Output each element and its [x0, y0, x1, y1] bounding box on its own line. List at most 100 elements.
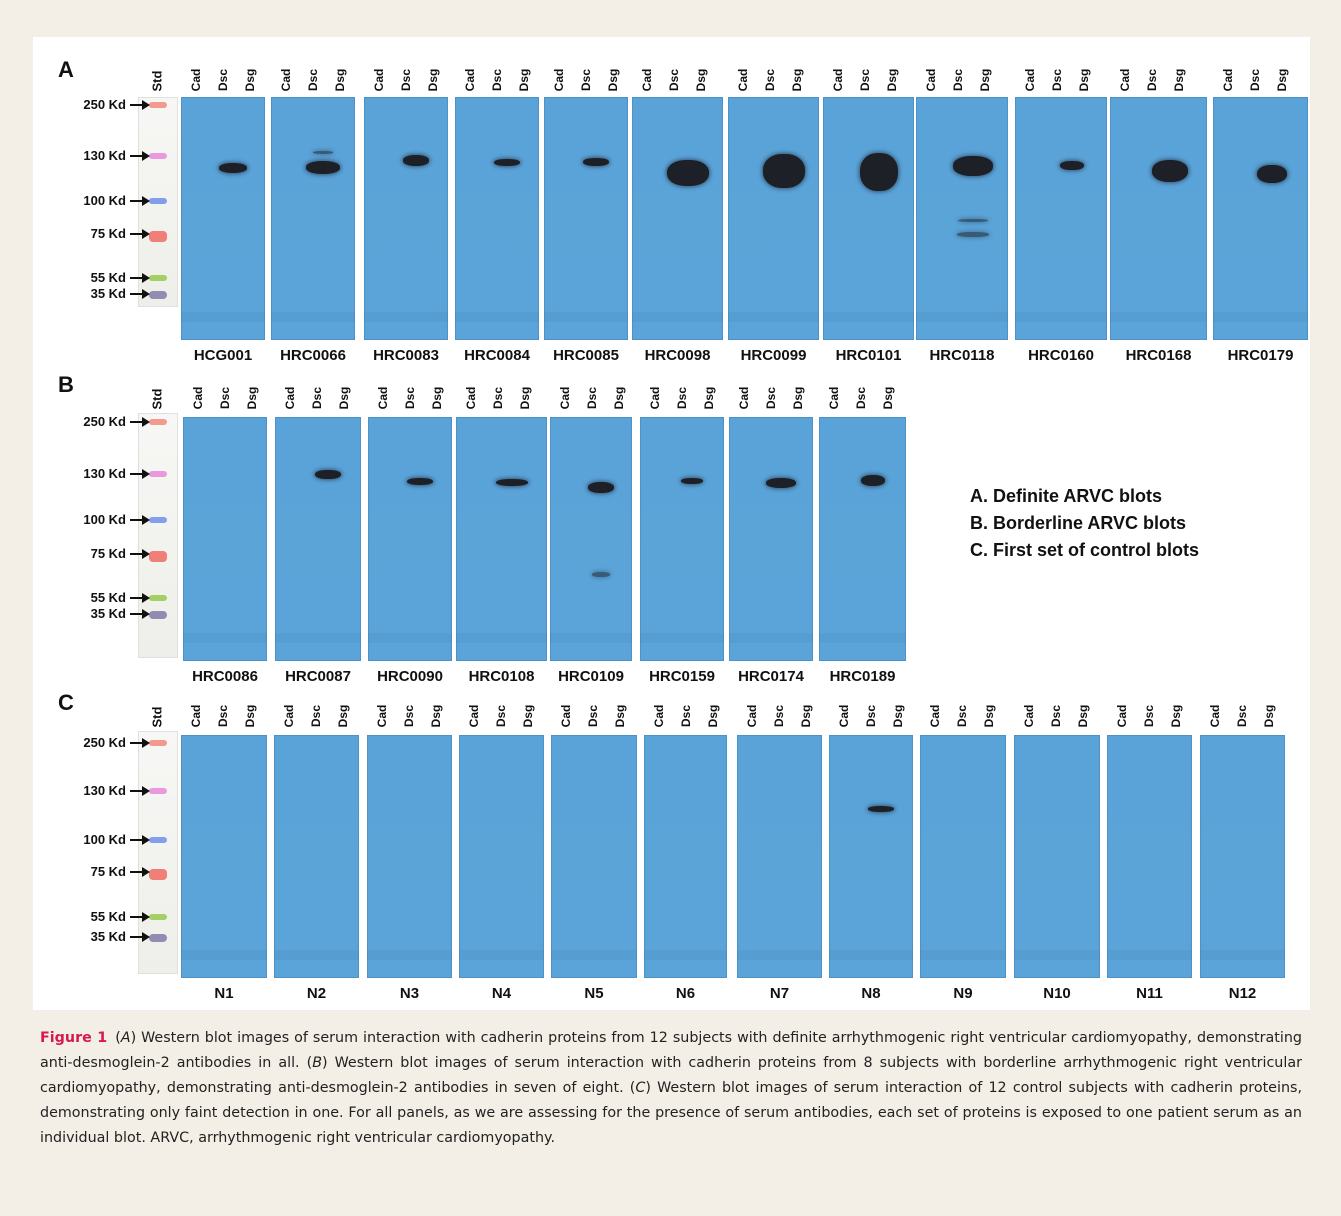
antibody-band	[587, 481, 614, 493]
ladder-band	[149, 102, 167, 108]
marker-arrow-icon	[130, 738, 150, 748]
marker-arrow-icon	[130, 912, 150, 922]
blot-membrane	[275, 417, 361, 661]
lane-header-dsc: Dsc	[585, 387, 599, 410]
blot-membrane	[1014, 735, 1100, 978]
caption-segment: ) Western blot images of serum interacti…	[40, 1055, 1302, 1096]
lane-header-dsc: Dsc	[667, 69, 681, 92]
blot-membrane	[920, 735, 1006, 978]
blot-membrane	[1213, 97, 1308, 340]
caption-segment: (	[115, 1030, 121, 1046]
antibody-band	[315, 469, 342, 479]
blot-membrane	[728, 97, 819, 340]
ladder-band	[149, 914, 167, 920]
ladder-band	[149, 837, 167, 843]
sample-label: N6	[675, 985, 696, 1002]
marker-arrow-icon	[130, 593, 150, 603]
ladder-band	[149, 153, 167, 159]
marker-label: 35 Kd	[90, 929, 126, 944]
lane-header-cad: Cad	[831, 68, 845, 92]
lane-header-dsg: Dsg	[881, 386, 895, 410]
ladder-band	[149, 869, 167, 880]
sample-label: HRC0090	[377, 668, 443, 685]
antibody-band	[306, 160, 341, 174]
blot-membrane	[644, 735, 727, 978]
lane-header-cad: Cad	[837, 704, 851, 728]
marker-label: 55 Kd	[90, 270, 126, 285]
lane-header-dsc: Dsc	[764, 387, 778, 410]
ladder-band	[149, 231, 167, 242]
legend-line-c: C. First set of control blots	[970, 540, 1200, 560]
sample-label: N10	[1043, 985, 1071, 1002]
lane-header-dsg: Dsg	[333, 68, 347, 92]
lane-header-dsc: Dsc	[218, 387, 232, 410]
ladder-band	[149, 595, 167, 601]
antibody-band	[1060, 160, 1085, 170]
lane-header-cad: Cad	[640, 68, 654, 92]
figure-caption: Figure 1 (A) Western blot images of serum…	[40, 1026, 1302, 1151]
caption-segment: C	[635, 1080, 646, 1096]
lane-header-dsc: Dsc	[772, 705, 786, 728]
lane-header-dsg: Dsg	[982, 704, 996, 728]
marker-arrow-icon	[130, 932, 150, 942]
caption-segment: ) Western blot images of serum interacti…	[40, 1030, 1302, 1071]
lane-header-dsg: Dsg	[521, 704, 535, 728]
blot-membrane	[183, 417, 267, 661]
lane-header-dsc: Dsc	[579, 69, 593, 92]
ladder-band	[149, 788, 167, 794]
sample-label: HRC0066	[280, 347, 346, 364]
caption-text: (A) Western blot images of serum interac…	[40, 1030, 1302, 1146]
panel-letter-c: C	[58, 690, 74, 715]
sample-label: HRC0109	[558, 668, 624, 685]
ladder-band	[149, 934, 167, 942]
blot-membrane	[455, 97, 539, 340]
lane-header-cad: Cad	[737, 386, 751, 410]
blot-membrane	[367, 735, 452, 978]
lane-header-dsg: Dsg	[243, 704, 257, 728]
sample-label: HRC0159	[649, 668, 715, 685]
lane-header-dsg: Dsg	[799, 704, 813, 728]
lane-header-dsc: Dsc	[403, 387, 417, 410]
antibody-band	[860, 153, 899, 191]
lane-header-cad: Cad	[1115, 704, 1129, 728]
lane-header-cad: Cad	[1208, 704, 1222, 728]
lane-header-dsg: Dsg	[426, 68, 440, 92]
antibody-band	[681, 478, 704, 484]
lane-header-dsg: Dsg	[885, 68, 899, 92]
lane-header-dsg: Dsg	[1169, 704, 1183, 728]
lane-header-dsg: Dsg	[978, 68, 992, 92]
lane-header-cad: Cad	[189, 704, 203, 728]
lane-header-dsg: Dsg	[243, 68, 257, 92]
lane-header-dsc: Dsc	[675, 387, 689, 410]
lane-header-dsg: Dsg	[613, 704, 627, 728]
blot-membrane	[737, 735, 822, 978]
blot-membrane	[823, 97, 914, 340]
antibody-band	[868, 806, 895, 812]
blot-membrane	[1110, 97, 1207, 340]
lane-header-cad: Cad	[191, 386, 205, 410]
caption-segment: ) Western blot images of serum interacti…	[40, 1080, 1302, 1146]
lane-header-cad: Cad	[1023, 68, 1037, 92]
marker-label: 75 Kd	[90, 864, 126, 879]
blot-membrane	[632, 97, 723, 340]
caption-segment: A	[120, 1030, 131, 1046]
antibody-band	[860, 474, 885, 486]
antibody-band	[407, 477, 434, 485]
sample-label: HRC0084	[464, 347, 530, 364]
lane-header-dsg: Dsg	[1275, 68, 1289, 92]
sample-label: HRC0189	[829, 668, 896, 685]
lane-header-dsg: Dsg	[430, 386, 444, 410]
sample-label: N12	[1228, 985, 1257, 1002]
lane-header-cad: Cad	[376, 386, 390, 410]
marker-arrow-icon	[130, 196, 150, 206]
marker-label: 75 Kd	[90, 546, 126, 561]
std-lane-header: Std	[149, 70, 165, 92]
lane-header-dsc: Dsc	[586, 705, 600, 728]
sample-label: HRC0179	[1227, 347, 1294, 364]
blot-membrane	[729, 417, 813, 661]
sample-label: N9	[953, 985, 973, 1002]
lane-header-dsc: Dsc	[216, 69, 230, 92]
blot-membrane	[1200, 735, 1285, 978]
lane-header-cad: Cad	[652, 704, 666, 728]
blot-membrane	[1107, 735, 1192, 978]
